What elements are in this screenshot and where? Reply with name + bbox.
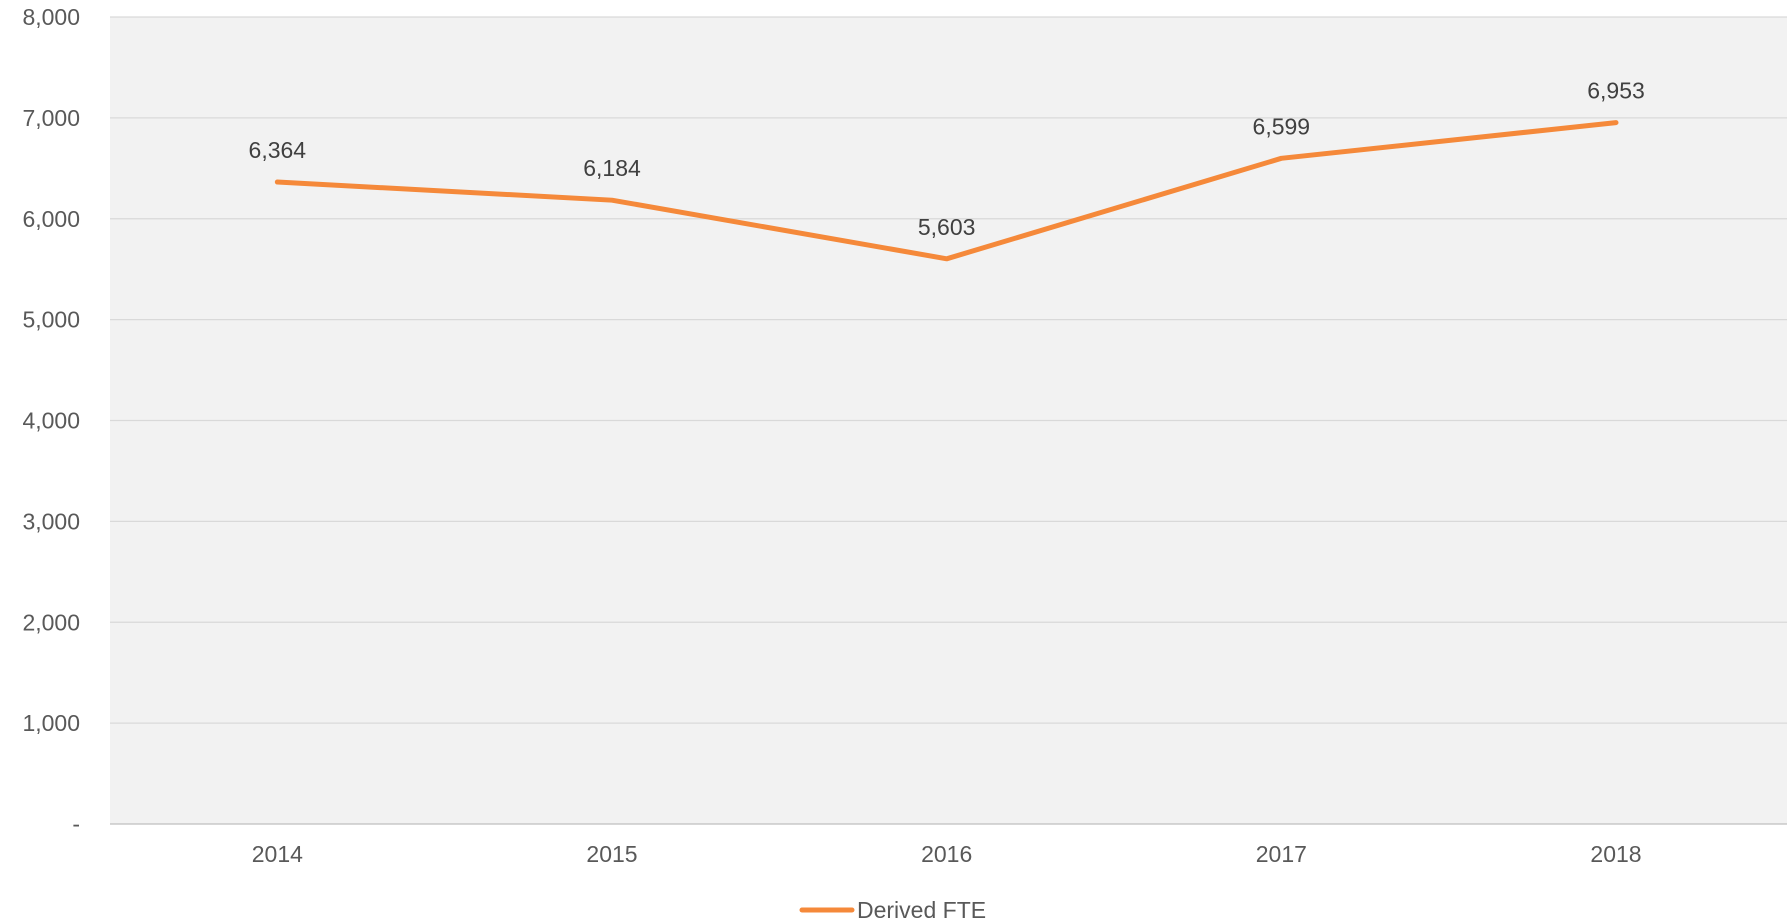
data-label: 5,603 bbox=[918, 214, 976, 240]
x-tick-label: 2014 bbox=[252, 841, 303, 867]
series-line-derived-fte bbox=[274, 120, 1619, 262]
y-tick-label: 6,000 bbox=[22, 206, 80, 232]
x-axis: 2014 2015 2016 2017 2018 bbox=[252, 841, 1642, 867]
y-tick-label: - bbox=[72, 811, 80, 837]
y-tick-label: 3,000 bbox=[22, 508, 80, 534]
y-tick-label: 4,000 bbox=[22, 408, 80, 434]
y-tick-label: 7,000 bbox=[22, 105, 80, 131]
x-tick-label: 2016 bbox=[921, 841, 972, 867]
gridlines bbox=[110, 16, 1787, 825]
y-tick-label: 1,000 bbox=[22, 710, 80, 736]
data-label: 6,364 bbox=[249, 137, 307, 163]
x-tick-label: 2017 bbox=[1256, 841, 1307, 867]
data-label: 6,953 bbox=[1587, 78, 1645, 104]
series-layer bbox=[274, 120, 1619, 262]
x-tick-label: 2018 bbox=[1590, 841, 1641, 867]
data-label: 6,184 bbox=[583, 155, 641, 181]
data-labels: 6,364 6,184 5,603 6,599 6,953 bbox=[249, 78, 1645, 240]
y-tick-label: 2,000 bbox=[22, 609, 80, 635]
data-label: 6,599 bbox=[1253, 113, 1311, 139]
y-axis: - 1,000 2,000 3,000 4,000 5,000 6,000 7,000 8,00… bbox=[22, 4, 80, 837]
y-tick-label: 8,000 bbox=[22, 4, 80, 30]
legend-label-derived-fte: Derived FTE bbox=[857, 897, 986, 923]
legend: Derived FTE bbox=[799, 897, 986, 923]
y-tick-label: 5,000 bbox=[22, 307, 80, 333]
x-tick-label: 2015 bbox=[586, 841, 637, 867]
